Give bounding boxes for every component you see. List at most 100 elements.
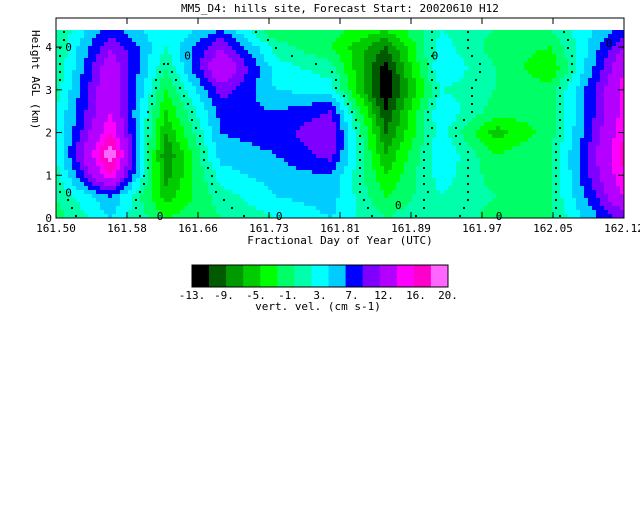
heatmap-cell [376, 110, 381, 115]
heatmap-cell [508, 78, 513, 83]
heatmap-cell [228, 154, 233, 159]
heatmap-cell [104, 78, 109, 83]
heatmap-cell [544, 158, 549, 163]
heatmap-cell [116, 34, 121, 39]
heatmap-cell [104, 118, 109, 123]
heatmap-cell [552, 102, 557, 107]
heatmap-cell [188, 70, 193, 75]
heatmap-cell [112, 62, 117, 67]
heatmap-cell [276, 46, 281, 51]
heatmap-cell [172, 46, 177, 51]
heatmap-cell [396, 66, 401, 71]
heatmap-cell [508, 58, 513, 63]
heatmap-cell [476, 94, 481, 99]
heatmap-cell [436, 150, 441, 155]
heatmap-cell [340, 98, 345, 103]
heatmap-cell [536, 50, 541, 55]
heatmap-cell [424, 30, 429, 35]
heatmap-cell [276, 98, 281, 103]
heatmap-cell [228, 106, 233, 111]
heatmap-cell [600, 130, 605, 135]
heatmap-cell [596, 166, 601, 171]
heatmap-cell [436, 146, 441, 151]
heatmap-cell [144, 150, 149, 155]
heatmap-cell [212, 38, 217, 43]
heatmap-cell [68, 142, 73, 147]
heatmap-cell [220, 86, 225, 91]
heatmap-cell [144, 98, 149, 103]
heatmap-cell [460, 118, 465, 123]
heatmap-cell [88, 70, 93, 75]
heatmap-cell [392, 130, 397, 135]
heatmap-cell [528, 154, 533, 159]
heatmap-cell [616, 42, 621, 47]
heatmap-cell [368, 58, 373, 63]
heatmap-cell [56, 42, 61, 47]
heatmap-cell [200, 38, 205, 43]
heatmap-cell [316, 34, 321, 39]
heatmap-cell [240, 70, 245, 75]
heatmap-cell [556, 86, 561, 91]
heatmap-cell [508, 62, 513, 67]
heatmap-cell [308, 114, 313, 119]
heatmap-cell [544, 46, 549, 51]
heatmap-cell [600, 158, 605, 163]
heatmap-cell [184, 42, 189, 47]
heatmap-cell [576, 34, 581, 39]
heatmap-cell [396, 158, 401, 163]
heatmap-cell [308, 50, 313, 55]
heatmap-cell [468, 54, 473, 59]
heatmap-cell [196, 118, 201, 123]
heatmap-cell [616, 66, 621, 71]
heatmap-cell [616, 30, 621, 35]
heatmap-cell [164, 94, 169, 99]
heatmap-cell [568, 154, 573, 159]
heatmap-cell [248, 162, 253, 167]
heatmap-cell [568, 142, 573, 147]
heatmap-cell [360, 46, 365, 51]
heatmap-cell [532, 58, 537, 63]
heatmap-cell [456, 142, 461, 147]
heatmap-cell [304, 134, 309, 139]
heatmap-cell [216, 98, 221, 103]
heatmap-cell [196, 138, 201, 143]
heatmap-cell [264, 90, 269, 95]
heatmap-cell [520, 122, 525, 127]
heatmap-cell [68, 106, 73, 111]
heatmap-cell [600, 134, 605, 139]
heatmap-cell [460, 138, 465, 143]
heatmap-cell [216, 158, 221, 163]
heatmap-cell [104, 142, 109, 147]
heatmap-cell [520, 78, 525, 83]
heatmap-cell [92, 146, 97, 151]
heatmap-cell [76, 78, 81, 83]
heatmap-cell [348, 134, 353, 139]
heatmap-cell [288, 94, 293, 99]
heatmap-cell [500, 70, 505, 75]
heatmap-cell [448, 154, 453, 159]
heatmap-cell [148, 126, 153, 131]
heatmap-cell [188, 98, 193, 103]
heatmap-cell [440, 158, 445, 163]
heatmap-cell [328, 158, 333, 163]
heatmap-cell [416, 154, 421, 159]
heatmap-cell [120, 66, 125, 71]
heatmap-cell [168, 122, 173, 127]
heatmap-cell [340, 82, 345, 87]
heatmap-cell [208, 78, 213, 83]
heatmap-cell [504, 50, 509, 55]
heatmap-cell [620, 118, 624, 123]
heatmap-cell [456, 138, 461, 143]
heatmap-cell [252, 98, 257, 103]
heatmap-cell [380, 90, 385, 95]
heatmap-cell [556, 58, 561, 63]
heatmap-cell [512, 130, 517, 135]
heatmap-cell [396, 162, 401, 167]
heatmap-cell [332, 106, 337, 111]
heatmap-cell [280, 54, 285, 59]
heatmap-cell [180, 82, 185, 87]
heatmap-cell [332, 54, 337, 59]
heatmap-cell [112, 150, 117, 155]
heatmap-cell [496, 102, 501, 107]
heatmap-cell [608, 110, 613, 115]
